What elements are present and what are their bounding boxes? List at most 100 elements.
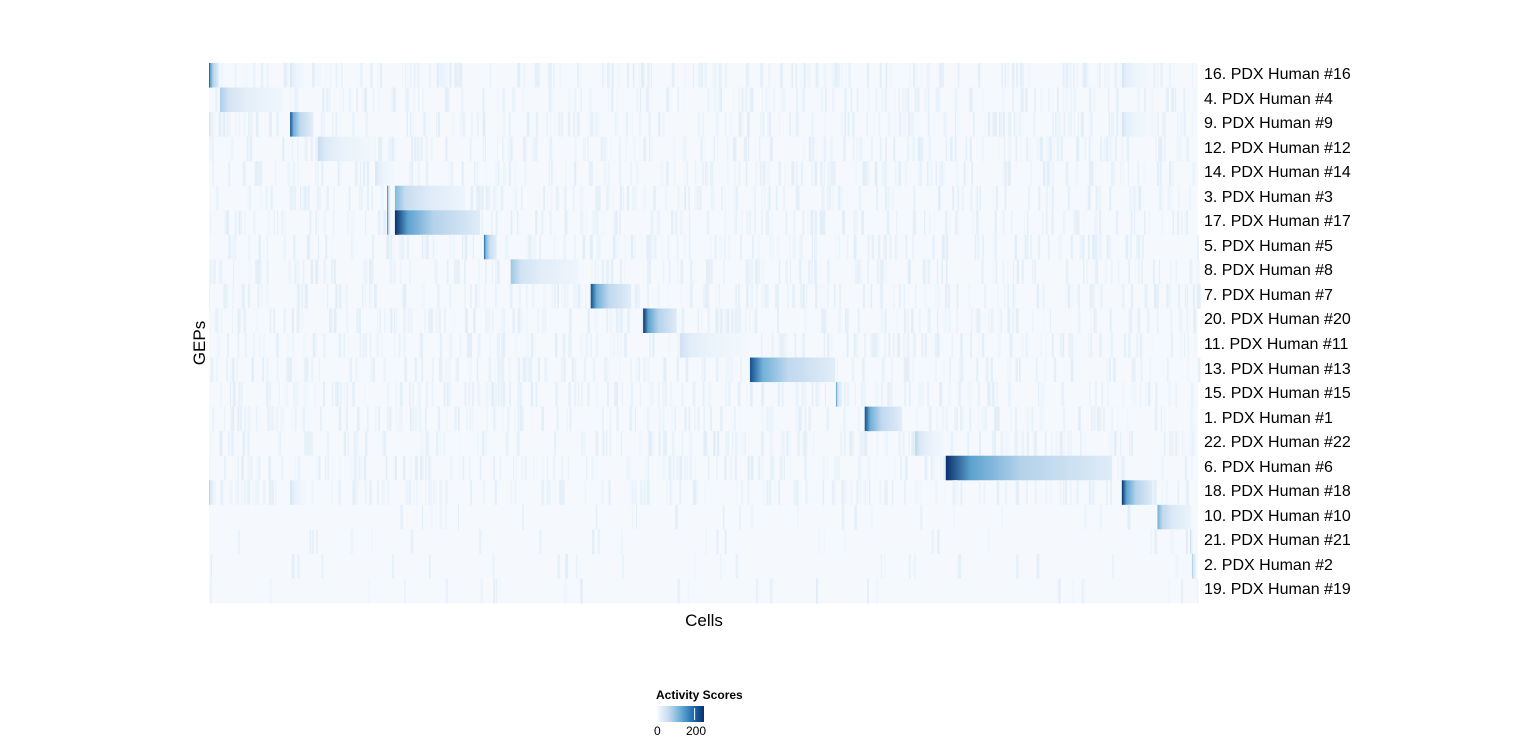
cell-stripe — [238, 112, 241, 138]
cell-stripe — [220, 63, 224, 89]
cell-stripe — [1009, 333, 1013, 359]
cell-stripe — [1181, 210, 1183, 236]
cell-stripe — [398, 234, 402, 260]
cell-stripe — [648, 112, 652, 138]
cell-stripe — [884, 480, 887, 506]
cell-stripe — [771, 234, 775, 260]
cell-stripe — [895, 161, 897, 187]
cell-stripe — [689, 283, 693, 309]
cell-stripe — [650, 63, 653, 89]
cell-stripe — [635, 357, 639, 383]
cell-stripe — [1132, 357, 1136, 383]
cell-stripe — [386, 234, 389, 260]
cell-stripe — [399, 259, 402, 285]
cell-stripe — [224, 455, 227, 481]
cell-stripe — [898, 87, 901, 113]
cell-stripe — [782, 185, 785, 211]
cell-stripe — [795, 87, 799, 113]
cell-stripe — [469, 333, 472, 359]
cell-stripe — [305, 357, 308, 383]
cell-stripe — [216, 87, 218, 113]
cell-stripe — [291, 136, 294, 162]
cell-stripe — [561, 480, 564, 506]
cell-stripe — [383, 431, 386, 457]
activity-block — [679, 333, 749, 359]
cell-stripe — [474, 161, 476, 187]
legend-tick-200: 200 — [686, 724, 707, 738]
cell-stripe — [739, 234, 742, 260]
cell-stripe — [639, 382, 641, 408]
cell-stripe — [734, 431, 738, 457]
cell-stripe — [977, 234, 980, 260]
cell-stripe — [935, 480, 938, 506]
cell-stripe — [1178, 185, 1180, 211]
cell-stripe — [590, 234, 593, 260]
cell-stripe — [405, 63, 407, 89]
cell-stripe — [696, 480, 700, 506]
cell-stripe — [1163, 136, 1166, 162]
cell-stripe — [701, 161, 705, 187]
cell-stripe — [650, 210, 653, 236]
cell-stripe — [652, 333, 655, 359]
cell-stripe — [658, 406, 661, 432]
cell-stripe — [698, 185, 702, 211]
cell-stripe — [305, 283, 308, 309]
cell-stripe — [409, 259, 411, 285]
cell-stripe — [1150, 529, 1152, 555]
cell-stripe — [898, 161, 902, 187]
cell-stripe — [1127, 504, 1130, 530]
cell-stripe — [676, 357, 680, 383]
cell-stripe — [903, 357, 906, 383]
cell-stripe — [647, 259, 650, 285]
cell-stripe — [772, 406, 775, 432]
cell-stripe — [735, 480, 738, 506]
cell-stripe — [307, 234, 311, 260]
cell-stripe — [211, 136, 214, 162]
cell-stripe — [395, 455, 398, 481]
cell-stripe — [955, 308, 958, 334]
cell-stripe — [303, 333, 306, 359]
cell-stripe — [838, 308, 841, 334]
cell-stripe — [797, 431, 799, 457]
cell-stripe — [1146, 308, 1148, 334]
cell-stripe — [1160, 406, 1163, 432]
cell-stripe — [606, 185, 609, 211]
cell-stripe — [594, 259, 597, 285]
cell-stripe — [1138, 87, 1141, 113]
cell-stripe — [915, 406, 919, 432]
cell-stripe — [802, 283, 805, 309]
cell-stripe — [672, 455, 675, 481]
cell-stripe — [618, 234, 620, 260]
cell-stripe — [315, 259, 319, 285]
cell-stripe — [913, 431, 915, 457]
cell-stripe — [761, 406, 764, 432]
cell-stripe — [1167, 578, 1171, 604]
cell-stripe — [317, 210, 319, 236]
cell-stripe — [978, 480, 982, 506]
cell-stripe — [792, 161, 795, 187]
cell-stripe — [1034, 431, 1038, 457]
cell-stripe — [641, 308, 644, 334]
cell-stripe — [237, 455, 239, 481]
cell-stripe — [1049, 185, 1052, 211]
cell-stripe — [1041, 406, 1044, 432]
cell-stripe — [353, 431, 357, 457]
cell-stripe — [914, 480, 917, 506]
cell-stripe — [569, 406, 572, 432]
cell-stripe — [1064, 431, 1066, 457]
cell-stripe — [530, 333, 534, 359]
cell-stripe — [606, 431, 608, 457]
cell-stripe — [533, 333, 536, 359]
cell-stripe — [936, 259, 939, 285]
cell-stripe — [664, 185, 667, 211]
cell-stripe — [574, 161, 577, 187]
cell-stripe — [456, 357, 459, 383]
cell-stripe — [779, 333, 783, 359]
cell-stripe — [393, 333, 396, 359]
cell-stripe — [798, 431, 800, 457]
cell-stripe — [831, 63, 835, 89]
cell-stripe — [1128, 431, 1131, 457]
cell-stripe — [920, 63, 923, 89]
cell-stripe — [247, 431, 250, 457]
cell-stripe — [1007, 283, 1010, 309]
